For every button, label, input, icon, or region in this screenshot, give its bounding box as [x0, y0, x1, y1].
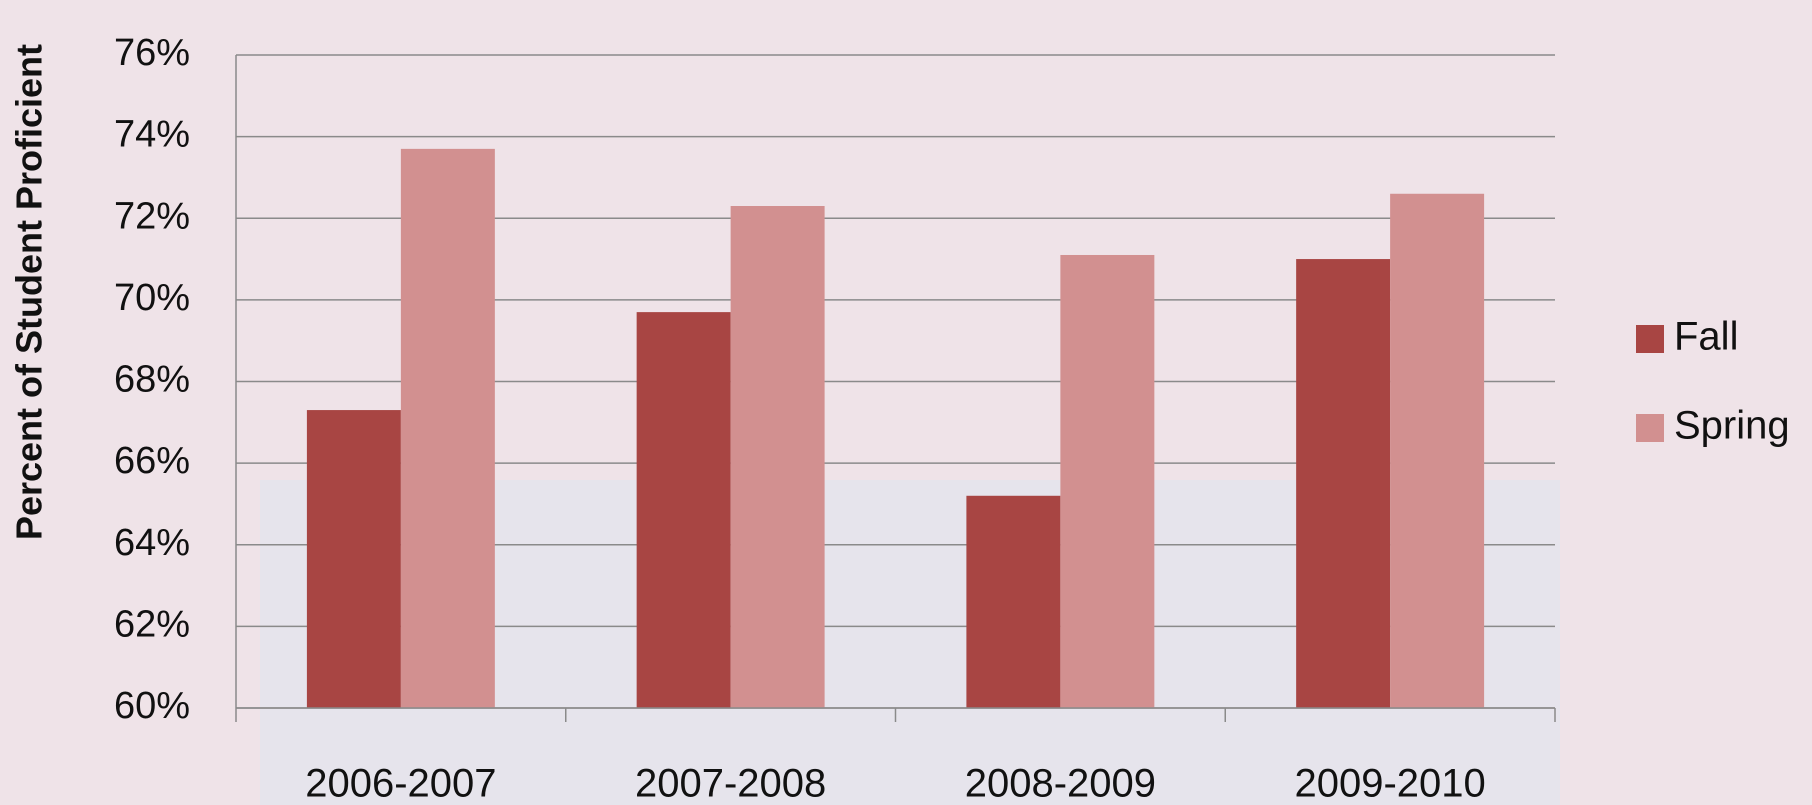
- x-tick-label: 2009-2010: [1294, 762, 1485, 805]
- bar: [1060, 254, 1155, 708]
- y-axis-label: Percent of Student Proficient: [9, 44, 50, 540]
- x-tick-label: 2008-2009: [965, 762, 1156, 805]
- bar: [1296, 259, 1391, 708]
- y-tick-label: 62%: [114, 603, 190, 645]
- y-tick-label: 66%: [114, 440, 190, 482]
- bar: [1390, 193, 1485, 708]
- legend-swatch: [1636, 414, 1664, 442]
- legend-label: Fall: [1674, 315, 1738, 359]
- y-tick-label: 64%: [114, 522, 190, 564]
- bar: [306, 410, 401, 708]
- legend-swatch: [1636, 325, 1664, 353]
- y-tick-label: 68%: [114, 359, 190, 401]
- legend-label: Spring: [1674, 404, 1790, 448]
- y-tick-label: 76%: [114, 32, 190, 74]
- bar: [966, 495, 1061, 708]
- y-tick-label: 72%: [114, 195, 190, 237]
- bar: [400, 148, 495, 708]
- x-tick-label: 2006-2007: [305, 762, 496, 805]
- y-tick-label: 70%: [114, 277, 190, 319]
- x-tick-label: 2007-2008: [635, 762, 826, 805]
- bar: [636, 312, 731, 708]
- y-tick-label: 60%: [114, 685, 190, 727]
- bar: [730, 206, 825, 708]
- y-tick-label: 74%: [114, 114, 190, 156]
